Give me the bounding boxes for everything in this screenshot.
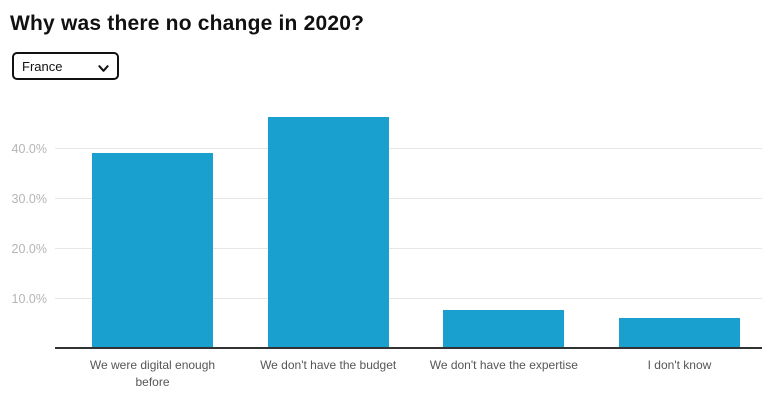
country-select-value: France bbox=[22, 58, 63, 74]
page-title: Why was there no change in 2020? bbox=[10, 12, 365, 35]
bar bbox=[443, 310, 565, 349]
x-axis-category-label: I don't know bbox=[647, 358, 712, 372]
y-axis-tick-label: 10.0% bbox=[11, 292, 47, 306]
chevron-down-icon bbox=[98, 61, 109, 72]
y-axis-tick-label: 30.0% bbox=[11, 192, 47, 206]
country-select[interactable]: France bbox=[12, 52, 119, 80]
bar bbox=[618, 318, 740, 349]
x-axis-category-label: We don't have the expertise bbox=[429, 358, 578, 372]
x-axis-category-label: We don't have the budget bbox=[260, 358, 397, 372]
gridline bbox=[55, 298, 762, 299]
gridline bbox=[55, 198, 762, 199]
x-axis-category-label: We were digital enough before bbox=[89, 358, 216, 389]
bar bbox=[92, 153, 213, 349]
x-axis-line bbox=[55, 347, 762, 349]
gridline bbox=[55, 248, 762, 249]
y-axis-tick-label: 20.0% bbox=[11, 242, 47, 256]
gridline bbox=[55, 148, 762, 149]
bar-chart: 10.0% 20.0% 30.0% 40.0% We were digital eno… bbox=[0, 99, 762, 413]
bar bbox=[267, 117, 389, 349]
y-axis-tick-label: 40.0% bbox=[11, 142, 47, 156]
plot-area: 10.0% 20.0% 30.0% 40.0% bbox=[0, 99, 762, 349]
